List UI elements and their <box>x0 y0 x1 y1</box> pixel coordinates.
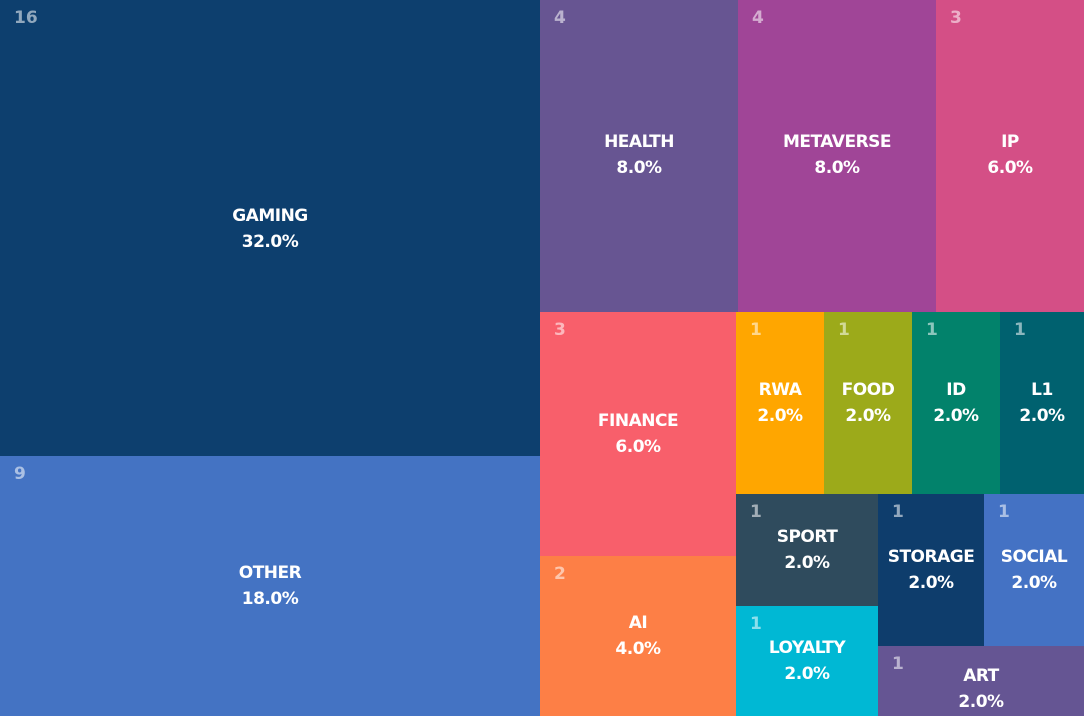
tile-label: ART 2.0% <box>958 663 1004 715</box>
tile-count: 1 <box>998 502 1010 522</box>
tile-percent: 2.0% <box>757 406 803 426</box>
tile-label: L1 2.0% <box>1019 377 1065 429</box>
tile-percent: 2.0% <box>908 573 954 593</box>
tile-count: 1 <box>892 654 904 674</box>
treemap-tile-l1: 1 L1 2.0% <box>1000 312 1084 494</box>
tile-name: ART <box>963 666 999 686</box>
tile-percent: 2.0% <box>784 664 830 684</box>
tile-label: OTHER 18.0% <box>238 560 302 612</box>
tile-name: RWA <box>758 380 802 400</box>
treemap-tile-art: 1 ART 2.0% <box>878 646 1084 716</box>
tile-name: STORAGE <box>887 547 975 567</box>
tile-label: HEALTH 8.0% <box>604 129 674 181</box>
tile-count: 3 <box>950 8 962 28</box>
tile-label: SPORT 2.0% <box>777 524 838 576</box>
tile-count: 3 <box>554 320 566 340</box>
tile-name: AI <box>628 613 648 633</box>
tile-count: 16 <box>14 8 38 28</box>
tile-percent: 2.0% <box>784 553 830 573</box>
tile-count: 1 <box>750 320 762 340</box>
treemap-tile-rwa: 1 RWA 2.0% <box>736 312 824 494</box>
treemap-tile-sport: 1 SPORT 2.0% <box>736 494 878 606</box>
treemap-tile-gaming: 16 GAMING 32.0% <box>0 0 540 456</box>
tile-count: 1 <box>926 320 938 340</box>
tile-percent: 2.0% <box>1011 573 1057 593</box>
tile-count: 2 <box>554 564 566 584</box>
treemap-tile-loyalty: 1 LOYALTY 2.0% <box>736 606 878 716</box>
tile-percent: 6.0% <box>615 437 661 457</box>
tile-percent: 4.0% <box>615 639 661 659</box>
tile-label: SOCIAL 2.0% <box>1001 544 1068 596</box>
tile-name: SOCIAL <box>1000 547 1068 567</box>
tile-name: FINANCE <box>597 411 679 431</box>
tile-count: 9 <box>14 464 26 484</box>
tile-label: METAVERSE 8.0% <box>782 129 892 181</box>
tile-label: ID 2.0% <box>933 377 979 429</box>
tile-percent: 6.0% <box>987 158 1033 178</box>
tile-count: 1 <box>750 502 762 522</box>
tile-percent: 32.0% <box>241 232 299 252</box>
tile-name: SPORT <box>776 527 838 547</box>
tile-name: ID <box>946 380 966 400</box>
tile-percent: 8.0% <box>616 158 662 178</box>
tile-label: GAMING 32.0% <box>232 203 308 255</box>
tile-name: METAVERSE <box>782 132 892 152</box>
treemap-tile-ai: 2 AI 4.0% <box>540 556 736 716</box>
tile-count: 1 <box>838 320 850 340</box>
tile-count: 1 <box>892 502 904 522</box>
tile-label: IP 6.0% <box>987 129 1033 181</box>
tile-percent: 2.0% <box>933 406 979 426</box>
treemap-tile-ip: 3 IP 6.0% <box>936 0 1084 312</box>
tile-count: 4 <box>752 8 764 28</box>
tile-name: OTHER <box>238 563 302 583</box>
tile-percent: 2.0% <box>958 692 1004 712</box>
tile-label: STORAGE 2.0% <box>888 544 975 596</box>
tile-name: L1 <box>1031 380 1053 400</box>
treemap-tile-finance: 3 FINANCE 6.0% <box>540 312 736 556</box>
tile-percent: 8.0% <box>814 158 860 178</box>
tile-name: FOOD <box>841 380 895 400</box>
tile-percent: 2.0% <box>1019 406 1065 426</box>
tile-name: LOYALTY <box>768 638 846 658</box>
treemap-tile-social: 1 SOCIAL 2.0% <box>984 494 1084 646</box>
treemap-tile-other: 9 OTHER 18.0% <box>0 456 540 716</box>
tile-label: LOYALTY 2.0% <box>768 635 846 687</box>
tile-count: 1 <box>750 614 762 634</box>
tile-count: 4 <box>554 8 566 28</box>
tile-percent: 18.0% <box>241 589 299 609</box>
tile-label: FINANCE 6.0% <box>597 408 679 460</box>
tile-name: IP <box>1001 132 1019 152</box>
treemap-tile-food: 1 FOOD 2.0% <box>824 312 912 494</box>
tile-label: AI 4.0% <box>615 610 661 662</box>
treemap-tile-id: 1 ID 2.0% <box>912 312 1000 494</box>
treemap-tile-metaverse: 4 METAVERSE 8.0% <box>738 0 936 312</box>
treemap-tile-storage: 1 STORAGE 2.0% <box>878 494 984 646</box>
tile-name: GAMING <box>232 206 308 226</box>
tile-count: 1 <box>1014 320 1026 340</box>
tile-name: HEALTH <box>604 132 674 152</box>
tile-percent: 2.0% <box>845 406 891 426</box>
tile-label: RWA 2.0% <box>757 377 803 429</box>
tile-label: FOOD 2.0% <box>842 377 895 429</box>
treemap-tile-health: 4 HEALTH 8.0% <box>540 0 738 312</box>
